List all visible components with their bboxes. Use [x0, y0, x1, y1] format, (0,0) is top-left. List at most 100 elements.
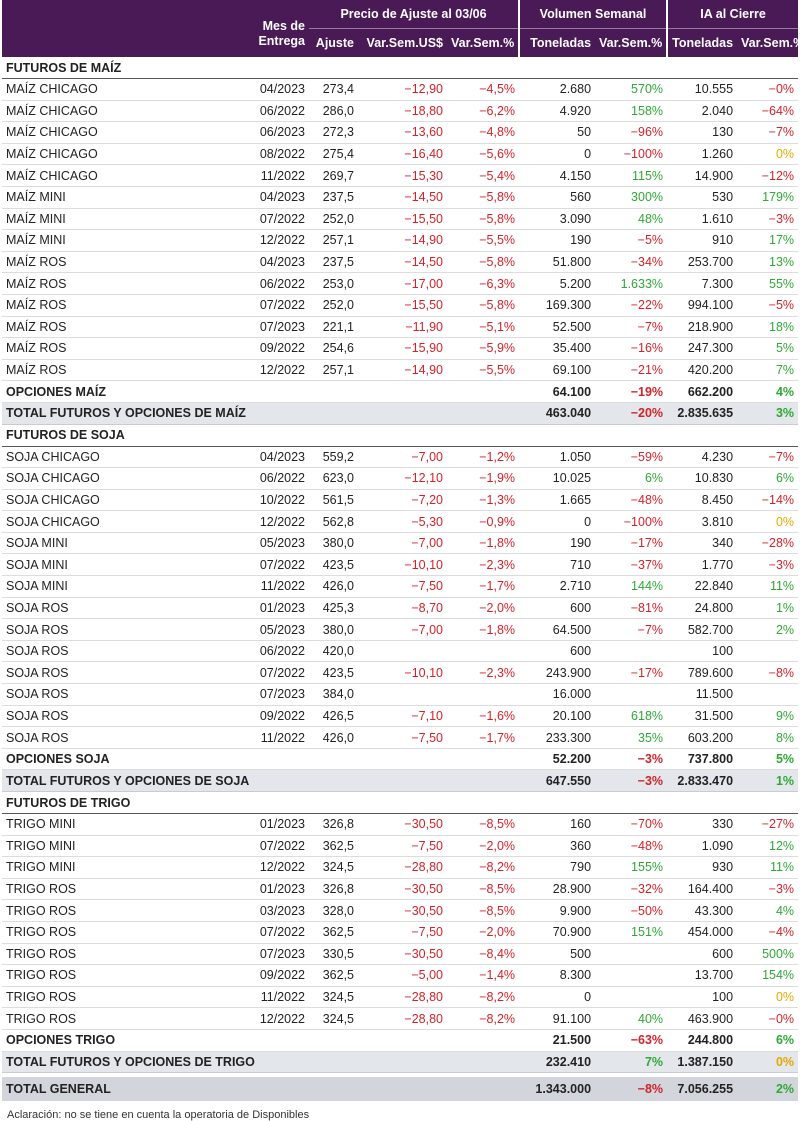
oi-tons: 603.200: [667, 726, 738, 749]
oi-var: −8%: [737, 661, 799, 685]
oi-tons: 340: [667, 532, 738, 555]
contract-name: SOJA ROS: [2, 640, 208, 663]
contract-name: SOJA ROS: [2, 618, 208, 641]
delivery-month: 07/2023: [208, 683, 309, 706]
contract-name: MAÍZ CHICAGO: [2, 121, 208, 144]
var-pct: −1,9%: [447, 467, 520, 490]
var-pct: −5,6%: [447, 143, 520, 166]
var-pct-header: Var.Sem.%: [447, 28, 520, 57]
volume-var: −17%: [595, 661, 668, 685]
volume-tons: 500: [519, 943, 596, 966]
oi-tons: 164.400: [667, 878, 738, 901]
table-row: TRIGO ROS 03/2023 328,0 −30,50 −8,5% 9.900 −50…: [2, 899, 799, 922]
settlement: 237,5: [309, 251, 358, 274]
delivery-month: 09/2022: [208, 964, 309, 987]
var-usd: −7,00: [358, 446, 447, 469]
var-usd: −8,70: [358, 597, 447, 620]
options-oi-var: 6%: [737, 1029, 799, 1052]
oi-var: 179%: [737, 186, 799, 209]
grand-total-oi-var: 2%: [737, 1077, 799, 1102]
oi-tons: 789.600: [667, 661, 738, 685]
settlement: 252,0: [309, 294, 358, 317]
footnote: Aclaración: no se tiene en cuenta la ope…: [7, 1109, 310, 1121]
options-oi: 662.200: [667, 380, 738, 403]
delivery-month: 03/2023: [208, 899, 309, 922]
var-pct: −5,8%: [447, 186, 520, 209]
oi-var: 4%: [737, 899, 799, 922]
var-pct: −1,4%: [447, 964, 520, 987]
contract-name: MAÍZ MINI: [2, 229, 208, 252]
oi-tons: 994.100: [667, 294, 738, 317]
volume-var: 48%: [595, 208, 668, 231]
volume-tons: 0: [519, 510, 596, 533]
section-title: FUTUROS DE SOJA: [2, 424, 799, 447]
oi-tons: 420.200: [667, 359, 738, 382]
contract-name: TRIGO ROS: [2, 878, 208, 901]
oi-var: −27%: [737, 813, 799, 836]
toneladas-header: Toneladas: [518, 28, 596, 57]
var-pct: −5,4%: [447, 164, 520, 187]
table-row: TRIGO ROS 11/2022 324,5 −28,80 −8,2% 0 100 0%: [2, 986, 799, 1009]
var-pct: −1,7%: [447, 575, 520, 598]
var-pct: −2,3%: [447, 661, 520, 685]
settlement: 561,5: [309, 489, 358, 512]
total-label: TOTAL FUTUROS Y OPCIONES DE TRIGO: [2, 1051, 520, 1074]
section-total-row: TOTAL FUTUROS Y OPCIONES DE TRIGO 232.410…: [2, 1051, 799, 1074]
grand-total-volume: 1.343.000: [519, 1077, 596, 1102]
var-pct: −6,2%: [447, 100, 520, 123]
volume-var: −16%: [595, 337, 668, 360]
table-row: MAÍZ ROS 06/2022 253,0 −17,00 −6,3% 5.200 1.63…: [2, 272, 799, 295]
volume-var: 35%: [595, 726, 668, 749]
total-oi: 1.387.150: [667, 1051, 738, 1074]
var-pct: −5,8%: [447, 208, 520, 231]
total-oi-var: 1%: [737, 769, 799, 792]
volume-var: −50%: [595, 899, 668, 922]
table-row: TRIGO MINI 12/2022 324,5 −28,80 −8,2% 790 155%…: [2, 856, 799, 879]
total-label: TOTAL FUTUROS Y OPCIONES DE SOJA: [2, 769, 520, 792]
delivery-month: 01/2023: [208, 813, 309, 836]
settlement: 253,0: [309, 272, 358, 295]
var-pct: −5,9%: [447, 337, 520, 360]
settlement: 286,0: [309, 100, 358, 123]
settlement: 324,5: [309, 986, 358, 1009]
var-usd: −14,50: [358, 251, 447, 274]
var-pct: −4,5%: [447, 78, 520, 101]
var-usd: [358, 683, 447, 706]
var-pct: −1,7%: [447, 726, 520, 749]
table-row: SOJA ROS 09/2022 426,5 −7,10 −1,6% 20.100 618%…: [2, 705, 799, 728]
contract-name: MAÍZ CHICAGO: [2, 164, 208, 187]
var-usd: −7,10: [358, 705, 447, 728]
oi-tons: 330: [667, 813, 738, 836]
volume-tons: 160: [519, 813, 596, 836]
grand-total-volume-var: −8%: [595, 1077, 668, 1102]
table-row: TRIGO ROS 09/2022 362,5 −5,00 −1,4% 8.300 13.7…: [2, 964, 799, 987]
table-body: FUTUROS DE MAÍZ MAÍZ CHICAGO 04/2023 273,4−…: [2, 57, 799, 1102]
settlement: 623,0: [309, 467, 358, 490]
table-row: SOJA MINI 05/2023 380,0 −7,00 −1,8% 190 −17% 34…: [2, 532, 799, 555]
options-label: OPCIONES SOJA: [2, 748, 520, 771]
oi-tons: 11.500: [667, 683, 738, 706]
total-oi-var: 0%: [737, 1051, 799, 1074]
oi-var: −7%: [737, 446, 799, 469]
var-usd: −15,50: [358, 294, 447, 317]
oi-tons: 930: [667, 856, 738, 879]
grand-total-label: TOTAL GENERAL: [2, 1077, 520, 1102]
oi-var: −5%: [737, 294, 799, 317]
total-volume-var: 7%: [595, 1051, 668, 1074]
options-volume: 21.500: [519, 1029, 596, 1052]
oi-var: −3%: [737, 878, 799, 901]
var-pct: −8,2%: [447, 856, 520, 879]
options-row: OPCIONES SOJA 52.200 −3% 737.800 5%: [2, 748, 799, 771]
oi-var: 154%: [737, 964, 799, 987]
delivery-month: 12/2022: [208, 510, 309, 533]
var-pct: −5,5%: [447, 359, 520, 382]
section-title: FUTUROS DE TRIGO: [2, 791, 799, 814]
oi-tons: 218.900: [667, 316, 738, 339]
delivery-month: 06/2022: [208, 272, 309, 295]
table-row: SOJA ROS 11/2022 426,0 −7,50 −1,7% 233.300 35%…: [2, 726, 799, 749]
oi-tons: 8.450: [667, 489, 738, 512]
oi-var: −14%: [737, 489, 799, 512]
delivery-month: 09/2022: [208, 705, 309, 728]
oi-tons: 10.555: [667, 78, 738, 101]
